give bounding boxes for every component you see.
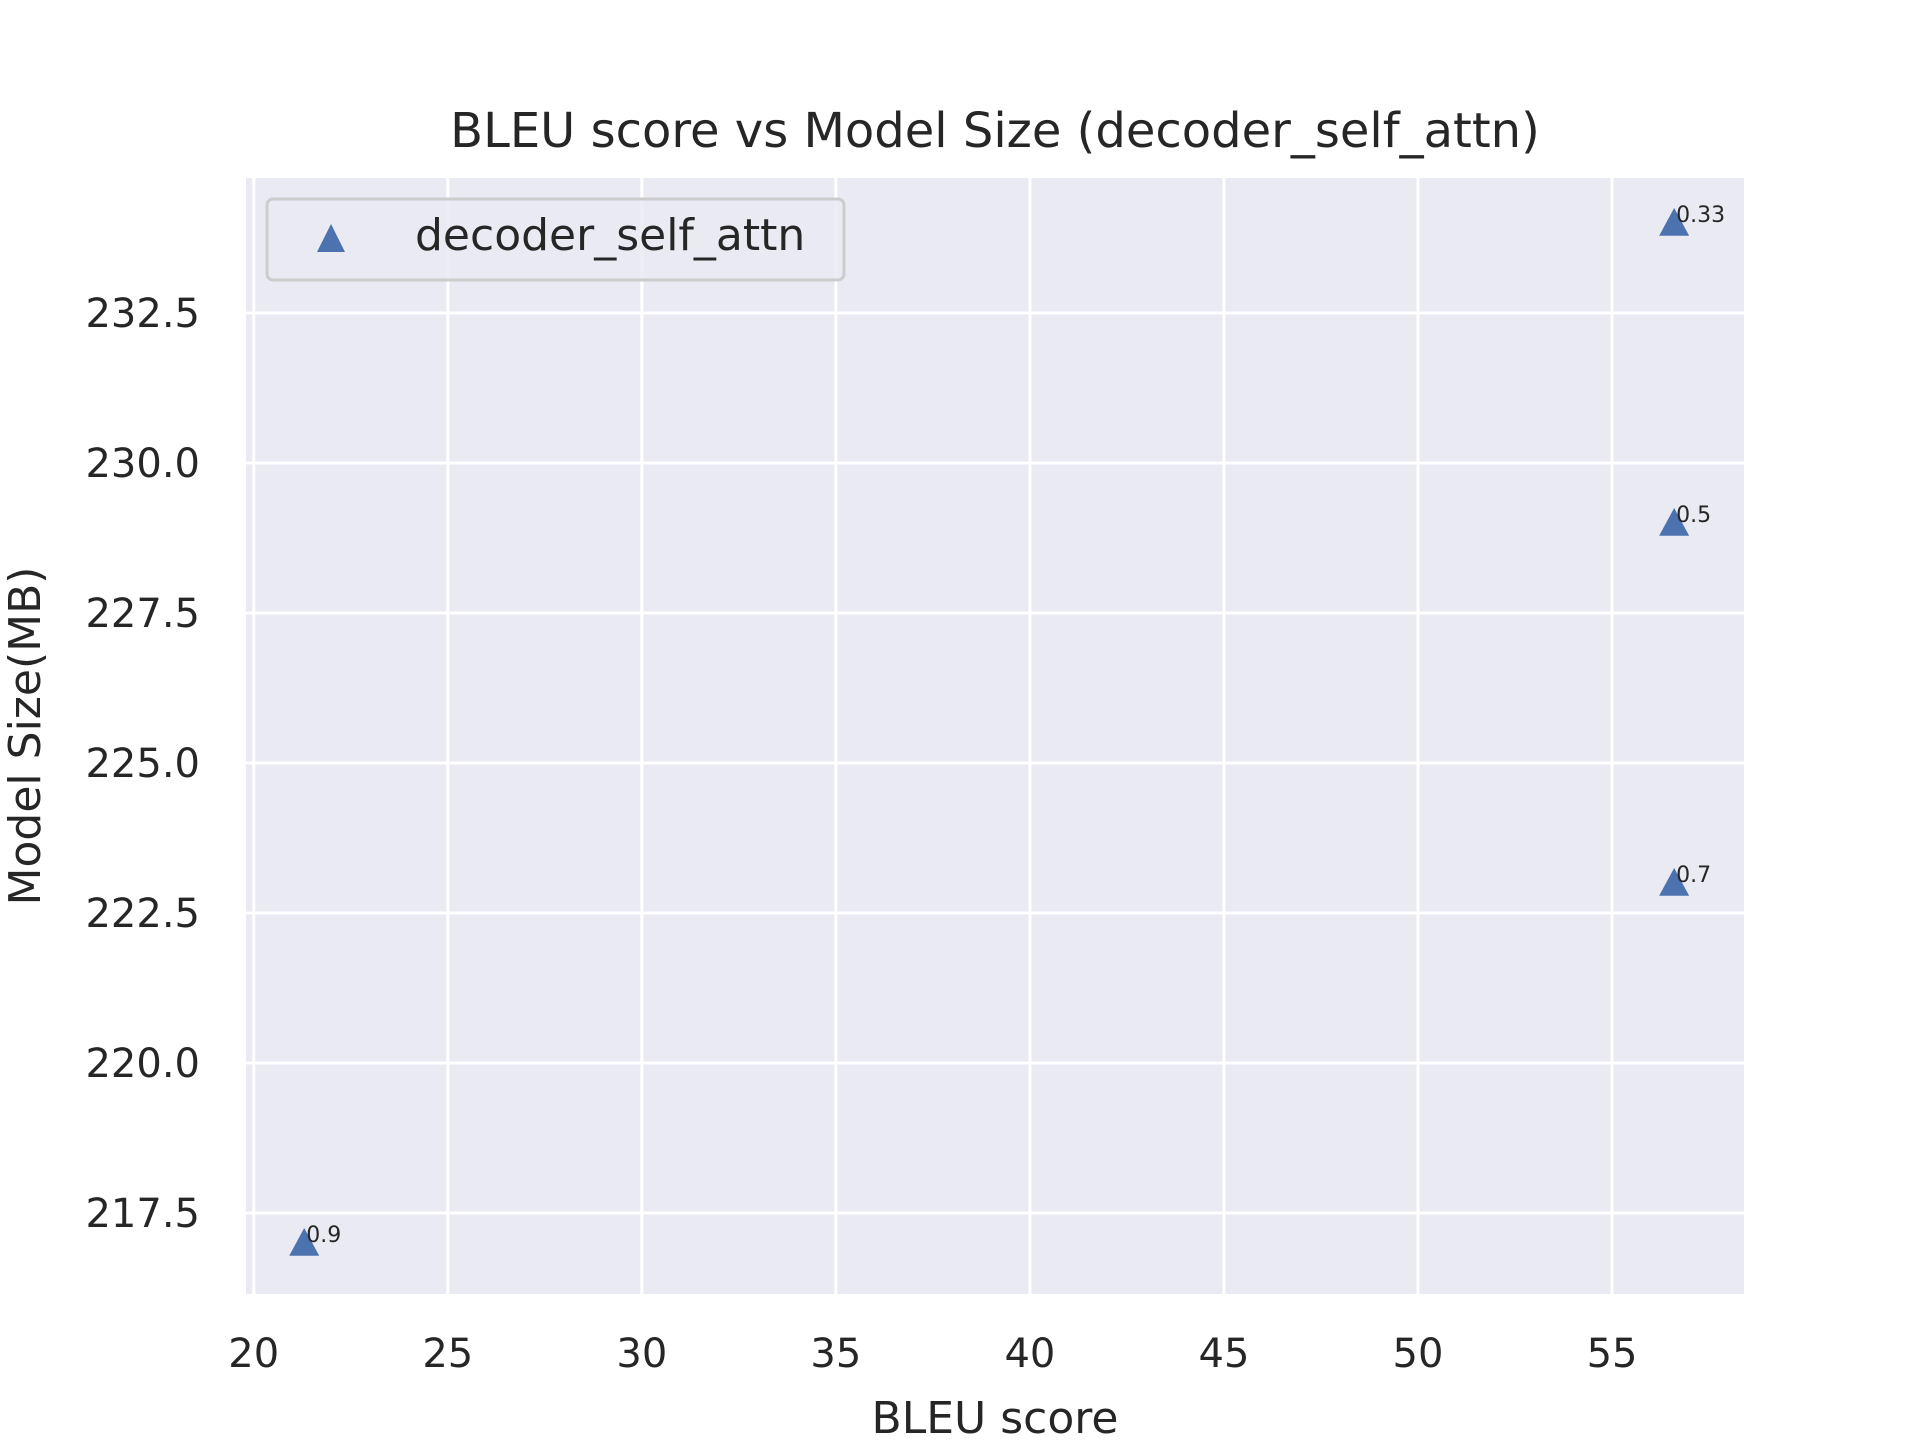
y-tick-label: 217.5 bbox=[85, 1191, 200, 1237]
x-tick-label: 25 bbox=[422, 1331, 473, 1377]
legend-label: decoder_self_attn bbox=[415, 210, 805, 261]
y-tick-label: 222.5 bbox=[85, 891, 200, 937]
data-point-triangle bbox=[1659, 868, 1690, 896]
x-tick-label: 50 bbox=[1393, 1331, 1444, 1377]
legend-triangle-icon bbox=[317, 224, 345, 252]
x-tick-label: 55 bbox=[1587, 1331, 1638, 1377]
y-tick-label: 225.0 bbox=[85, 741, 200, 787]
plot-area bbox=[246, 178, 1744, 1294]
data-point-label: 0.9 bbox=[306, 1223, 341, 1248]
legend: decoder_self_attn bbox=[265, 197, 846, 282]
y-tick-label: 220.0 bbox=[85, 1041, 200, 1087]
legend-box bbox=[265, 197, 846, 282]
data-point-label: 0.33 bbox=[1676, 203, 1725, 228]
y-axis-title: Model Size(MB) bbox=[0, 567, 51, 906]
y-tick-label: 232.5 bbox=[85, 291, 200, 337]
x-tick-label: 30 bbox=[616, 1331, 667, 1377]
x-tick-label: 20 bbox=[228, 1331, 279, 1377]
x-tick-label: 45 bbox=[1199, 1331, 1250, 1377]
x-gridlines bbox=[252, 178, 1614, 1294]
y-tick-label: 227.5 bbox=[85, 591, 200, 637]
y-tick-label: 230.0 bbox=[85, 441, 200, 487]
x-tick-labels: 20 25 30 35 40 45 50 55 bbox=[228, 1331, 1637, 1377]
x-tick-label: 40 bbox=[1004, 1331, 1055, 1377]
y-tick-labels: 217.5 220.0 222.5 225.0 227.5 230.0 232.5 bbox=[85, 291, 200, 1237]
chart-title: BLEU score vs Model Size (decoder_self_a… bbox=[450, 103, 1540, 159]
data-point-triangle bbox=[289, 1228, 320, 1256]
y-gridlines bbox=[246, 311, 1744, 1215]
x-axis-title: BLEU score bbox=[872, 1393, 1119, 1440]
x-tick-label: 35 bbox=[810, 1331, 861, 1377]
data-point-triangle bbox=[1659, 208, 1690, 236]
data-point-label: 0.5 bbox=[1676, 503, 1711, 528]
data-points: 0.9 0.7 0.5 0.33 bbox=[289, 203, 1725, 1256]
data-point-triangle bbox=[1659, 508, 1690, 536]
data-point-label: 0.7 bbox=[1676, 863, 1711, 888]
